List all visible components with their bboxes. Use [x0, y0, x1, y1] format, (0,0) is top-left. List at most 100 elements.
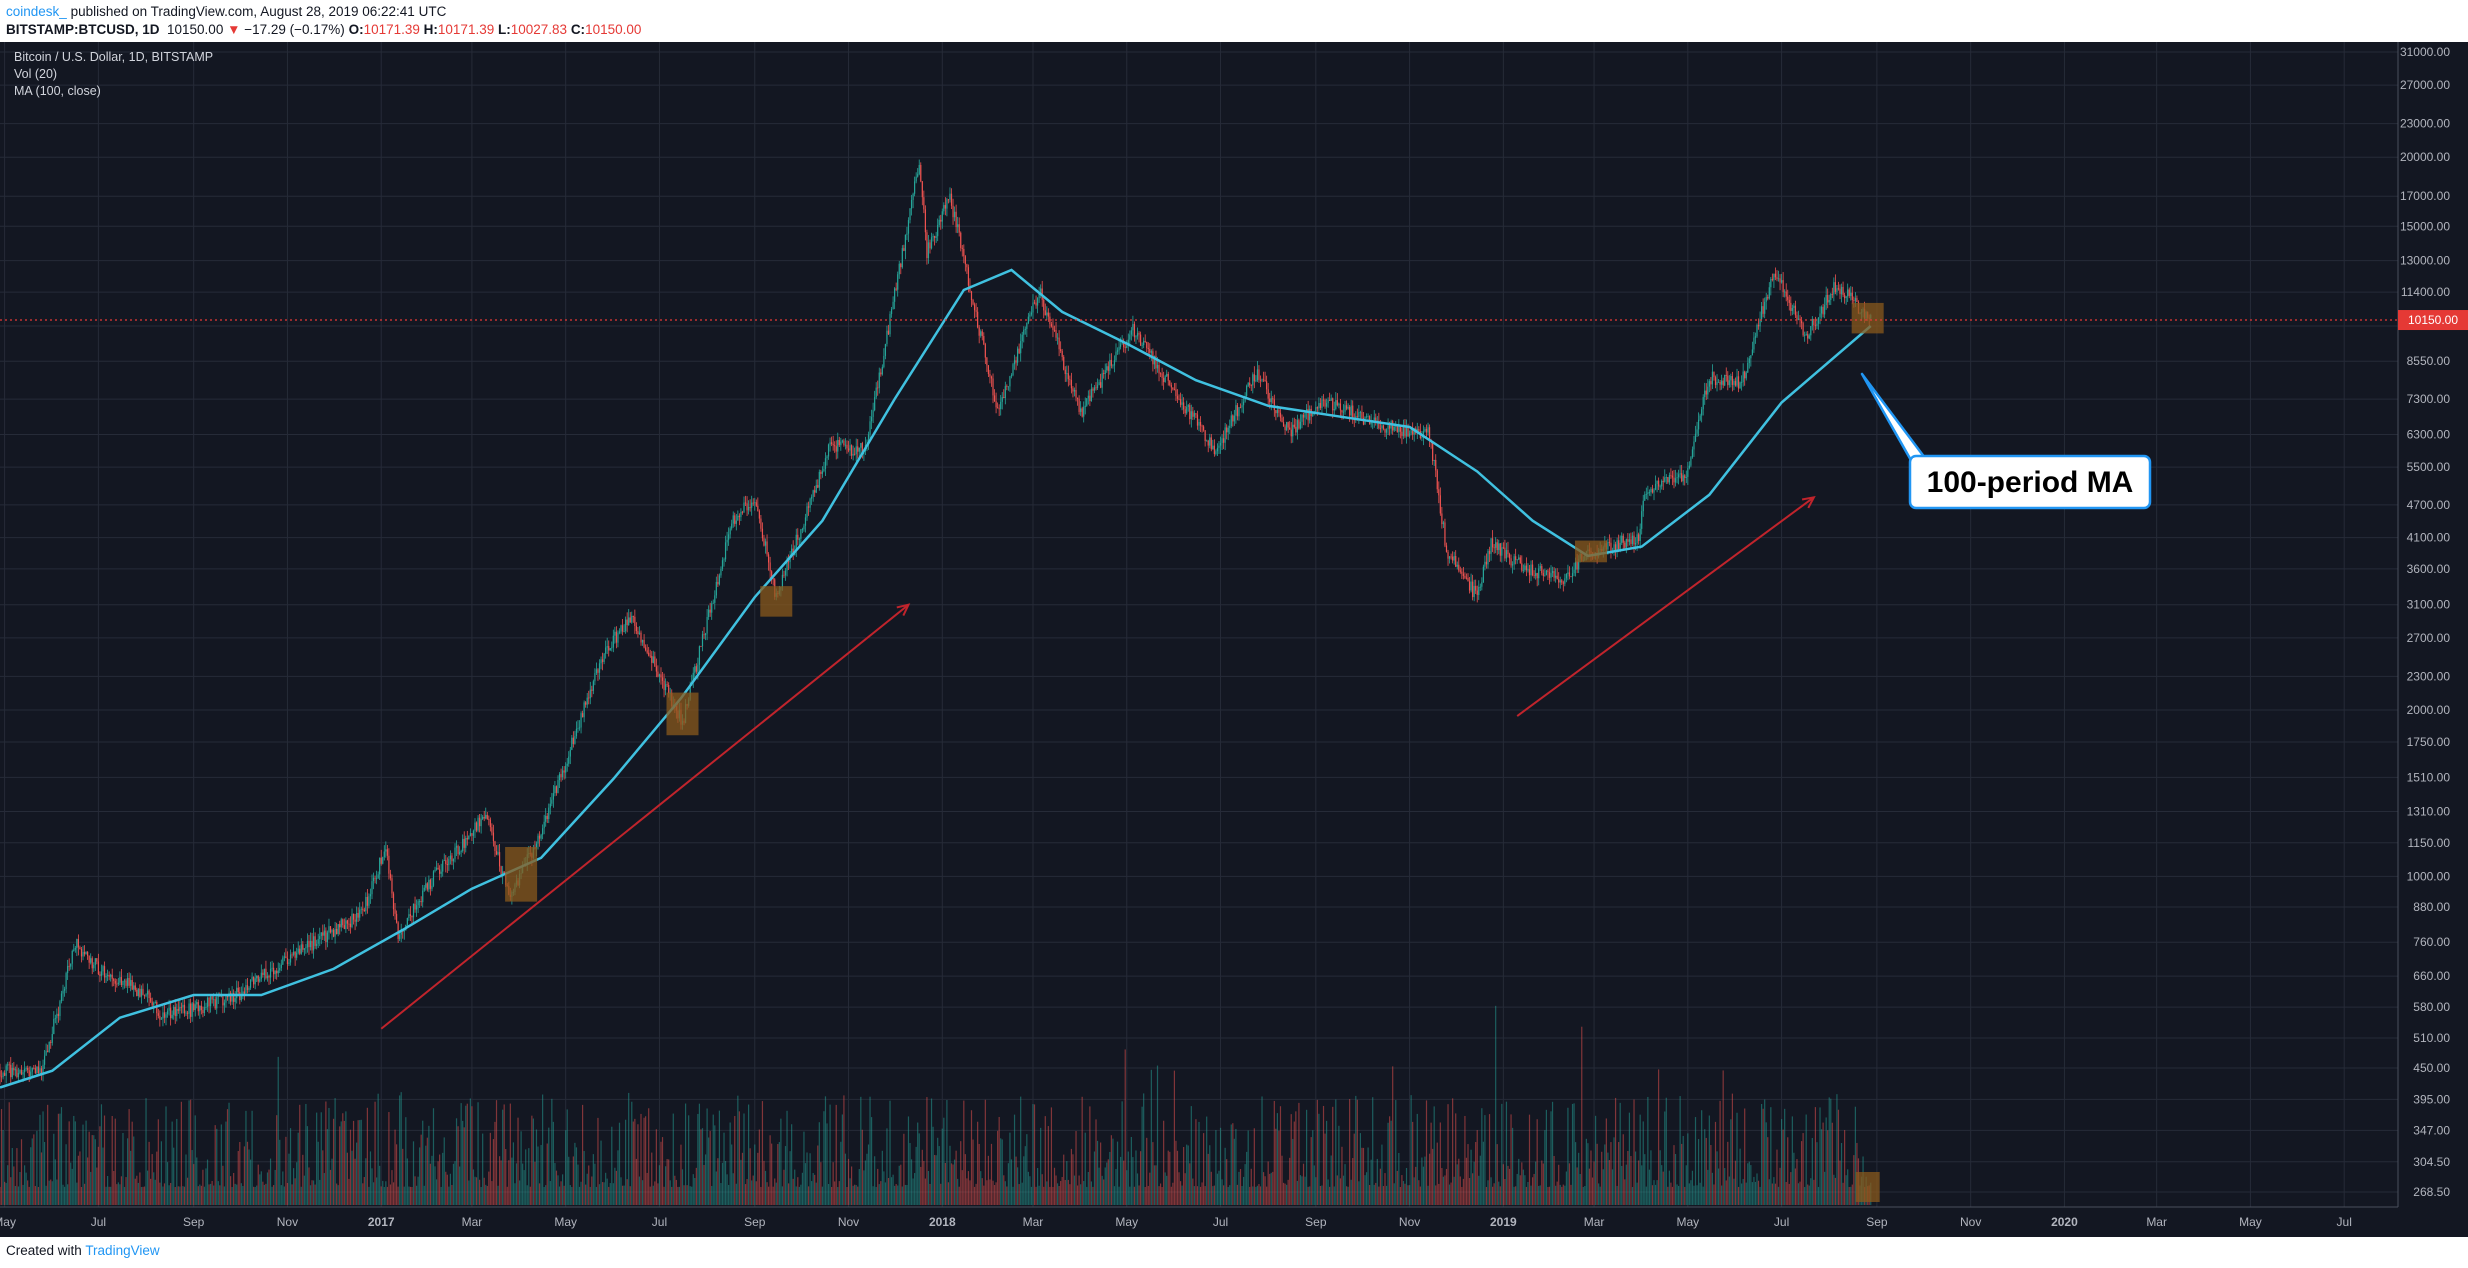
candle	[566, 763, 568, 766]
candle	[972, 300, 974, 305]
volume-bar	[63, 1186, 66, 1205]
volume-bar	[1006, 1186, 1008, 1205]
candle	[1784, 291, 1786, 293]
volume-bar	[4, 1181, 6, 1205]
volume-bar	[1381, 1144, 1383, 1205]
candle	[1367, 416, 1369, 417]
volume-bar	[57, 1113, 60, 1205]
candle	[726, 539, 728, 543]
candle	[122, 980, 124, 985]
candle	[1553, 571, 1555, 578]
volume-bar	[1069, 1184, 1071, 1205]
volume-bar	[771, 1143, 773, 1205]
candle	[182, 1004, 184, 1008]
candle	[1650, 488, 1652, 493]
price-tick-label: 23000.00	[2400, 117, 2450, 131]
candle	[1132, 323, 1134, 331]
time-tick-label: Sep	[1305, 1215, 1327, 1229]
candle	[477, 817, 479, 831]
candle	[580, 713, 582, 728]
candle	[1322, 399, 1325, 401]
volume-bar	[1634, 1151, 1637, 1205]
candle	[428, 879, 430, 890]
volume-bar	[59, 1113, 61, 1205]
volume-bar	[1664, 1111, 1666, 1205]
candle	[984, 344, 986, 358]
candle	[572, 737, 574, 744]
volume-bar	[205, 1168, 207, 1205]
volume-bar	[316, 1112, 318, 1205]
volume-bar	[987, 1155, 990, 1205]
candle	[723, 559, 725, 561]
candle	[1573, 569, 1575, 574]
candle	[1356, 416, 1358, 418]
candle	[960, 232, 962, 248]
candle	[932, 235, 934, 238]
candle	[425, 883, 427, 888]
volume-bar	[1761, 1103, 1763, 1205]
candle	[297, 948, 299, 953]
volume-bar	[1425, 1100, 1428, 1205]
candle	[435, 867, 438, 870]
volume-bar	[1638, 1160, 1640, 1205]
candle	[664, 684, 667, 691]
volume-bar	[156, 1151, 158, 1205]
candle	[605, 647, 607, 654]
candle	[560, 774, 562, 778]
candle	[1614, 544, 1617, 552]
candle	[1624, 542, 1626, 548]
volume-bar	[1790, 1172, 1792, 1205]
volume-bar	[116, 1184, 118, 1205]
volume-bar	[1376, 1158, 1378, 1205]
volume-bar	[552, 1121, 554, 1205]
legend-ma: MA (100, close)	[14, 84, 101, 98]
volume-bar	[154, 1179, 156, 1205]
candle	[19, 1069, 21, 1074]
volume-bar	[1080, 1184, 1082, 1205]
tradingview-logo[interactable]: TradingView	[85, 1243, 160, 1258]
volume-bar	[795, 1186, 797, 1205]
candle	[70, 963, 72, 967]
candle	[1701, 409, 1703, 416]
candle	[379, 857, 381, 875]
volume-bar	[1468, 1177, 1471, 1205]
volume-bar	[186, 1177, 189, 1205]
candle	[578, 727, 581, 729]
volume-bar	[454, 1161, 456, 1205]
candle	[474, 822, 476, 831]
volume-bar	[391, 1170, 393, 1205]
volume-bar	[545, 1185, 547, 1205]
candle	[139, 988, 141, 997]
candle	[325, 930, 327, 943]
volume-bar	[1093, 1151, 1096, 1205]
candle	[661, 677, 664, 681]
candle	[1155, 356, 1157, 369]
candle	[166, 1010, 169, 1015]
time-axis[interactable]	[0, 1207, 2468, 1237]
volume-bar	[360, 1119, 362, 1205]
price-change: −17.29 (−0.17%)	[244, 22, 345, 37]
candle	[812, 490, 814, 497]
candle	[1007, 386, 1009, 388]
candle	[306, 940, 309, 948]
candle	[114, 980, 116, 984]
price-axis[interactable]	[2398, 42, 2468, 1237]
candle	[714, 595, 716, 603]
candle	[4, 1073, 6, 1076]
volume-bar	[907, 1116, 910, 1205]
candle	[1422, 431, 1425, 437]
volume-bar	[1421, 1157, 1423, 1205]
candle	[1242, 401, 1245, 406]
candle	[729, 528, 731, 535]
volume-bar	[317, 1141, 319, 1205]
volume-bar	[1262, 1172, 1265, 1205]
candle	[332, 929, 335, 937]
candle	[471, 833, 473, 836]
volume-bar	[400, 1092, 402, 1205]
price-chart[interactable]: 268.50304.50347.00395.00450.00510.00580.…	[0, 42, 2468, 1237]
candle	[1424, 429, 1426, 432]
candle	[1029, 314, 1031, 317]
publisher-link[interactable]: coindesk_	[6, 4, 67, 19]
volume-bar	[1448, 1184, 1451, 1205]
volume-bar	[910, 1159, 913, 1205]
